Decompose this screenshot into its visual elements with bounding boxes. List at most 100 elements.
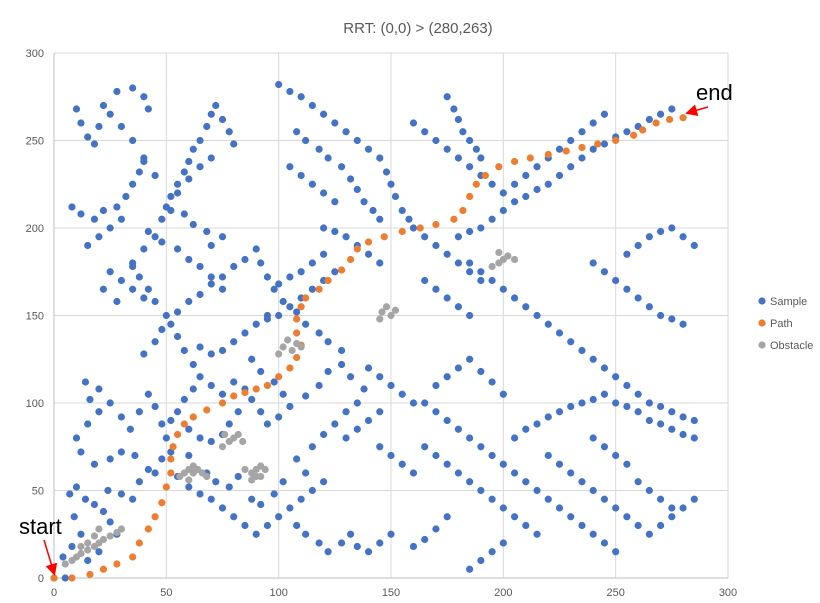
sample-point (679, 233, 687, 241)
sample-point (466, 434, 474, 442)
series-obstacle (61, 248, 519, 568)
sample-point (185, 483, 193, 491)
sample-point (690, 495, 698, 503)
y-tick-label: 300 (26, 48, 44, 60)
sample-point (320, 189, 328, 197)
sample-point (668, 315, 676, 323)
sample-point (364, 416, 373, 425)
sample-point (331, 227, 339, 236)
sample-point (409, 469, 418, 477)
sample-point (196, 290, 204, 299)
sample-point (252, 320, 260, 328)
sample-point (207, 241, 215, 250)
sample-point (544, 495, 552, 503)
sample-point (466, 227, 474, 236)
sample-point (353, 399, 361, 407)
sample-point (270, 490, 278, 498)
sample-point (600, 268, 609, 276)
path-point (630, 131, 638, 139)
obstacle-point (297, 343, 305, 351)
y-tick-label: 200 (26, 223, 44, 235)
legend-item-sample[interactable]: Sample (758, 296, 807, 308)
obstacle-point (391, 306, 400, 314)
sample-point (477, 224, 485, 232)
sample-point (140, 157, 148, 166)
sample-point (510, 434, 519, 442)
legend-item-path[interactable]: Path (758, 318, 793, 330)
sample-point (207, 381, 215, 390)
sample-point (555, 408, 564, 416)
sample-point (95, 385, 103, 393)
path-point (144, 525, 152, 533)
sample-point (72, 105, 81, 113)
path-point (510, 157, 519, 166)
legend[interactable]: Sample Path Obstacle (758, 296, 813, 352)
legend-marker (758, 319, 766, 327)
path-point (263, 381, 272, 390)
sample-point (657, 495, 665, 503)
obstacle-point (378, 308, 386, 316)
legend-marker (758, 297, 766, 305)
obstacle-point (495, 248, 503, 257)
sample-point (690, 434, 698, 442)
sample-point (230, 513, 238, 521)
sample-point (106, 224, 114, 232)
sample-point (600, 110, 609, 118)
sample-point (68, 203, 76, 211)
sample-point (173, 189, 182, 197)
sample-point (81, 378, 90, 386)
path-point (189, 413, 197, 421)
sample-point (308, 443, 316, 451)
path-point (346, 255, 355, 264)
sample-point (499, 539, 507, 547)
sample-point (589, 259, 597, 267)
sample-point (151, 402, 159, 411)
sample-point (257, 259, 265, 267)
sample-point (488, 451, 496, 460)
sample-point (555, 171, 564, 180)
sample-point (623, 285, 631, 293)
sample-point (578, 346, 586, 355)
sample-point (207, 154, 215, 162)
sample-point (297, 171, 305, 180)
series-sample (50, 80, 698, 582)
path-point (466, 192, 474, 201)
sample-point (454, 469, 462, 477)
sample-point (488, 495, 496, 503)
sample-point (645, 530, 653, 538)
sample-point (77, 448, 85, 456)
sample-point (140, 350, 148, 358)
sample-point (544, 180, 552, 188)
sample-point (634, 408, 642, 416)
obstacle-point (275, 350, 283, 358)
sample-point (189, 145, 197, 153)
obstacle-point (90, 532, 99, 540)
sample-point (679, 413, 687, 421)
sample-point (218, 285, 227, 293)
sample-point (409, 542, 418, 551)
sample-point (668, 425, 676, 433)
start-arrow (43, 539, 58, 576)
legend-item-obstacle[interactable]: Obstacle (758, 340, 813, 352)
sample-point (488, 548, 496, 556)
sample-point (324, 154, 332, 162)
sample-point (203, 122, 211, 131)
sample-point (533, 420, 541, 428)
sample-point (218, 115, 227, 124)
path-point (459, 206, 467, 215)
sample-point (230, 140, 238, 148)
sample-point (443, 93, 451, 101)
sample-point (454, 364, 462, 372)
sample-point (129, 84, 137, 92)
sample-point (679, 430, 687, 439)
sample-point (443, 513, 451, 521)
sample-point (90, 140, 99, 148)
sample-point (302, 320, 310, 328)
sample-point (297, 495, 305, 503)
sample-point (589, 355, 597, 363)
sample-point (364, 250, 373, 258)
sample-point (218, 390, 227, 398)
sample-point (510, 180, 519, 188)
sample-point (308, 180, 316, 188)
